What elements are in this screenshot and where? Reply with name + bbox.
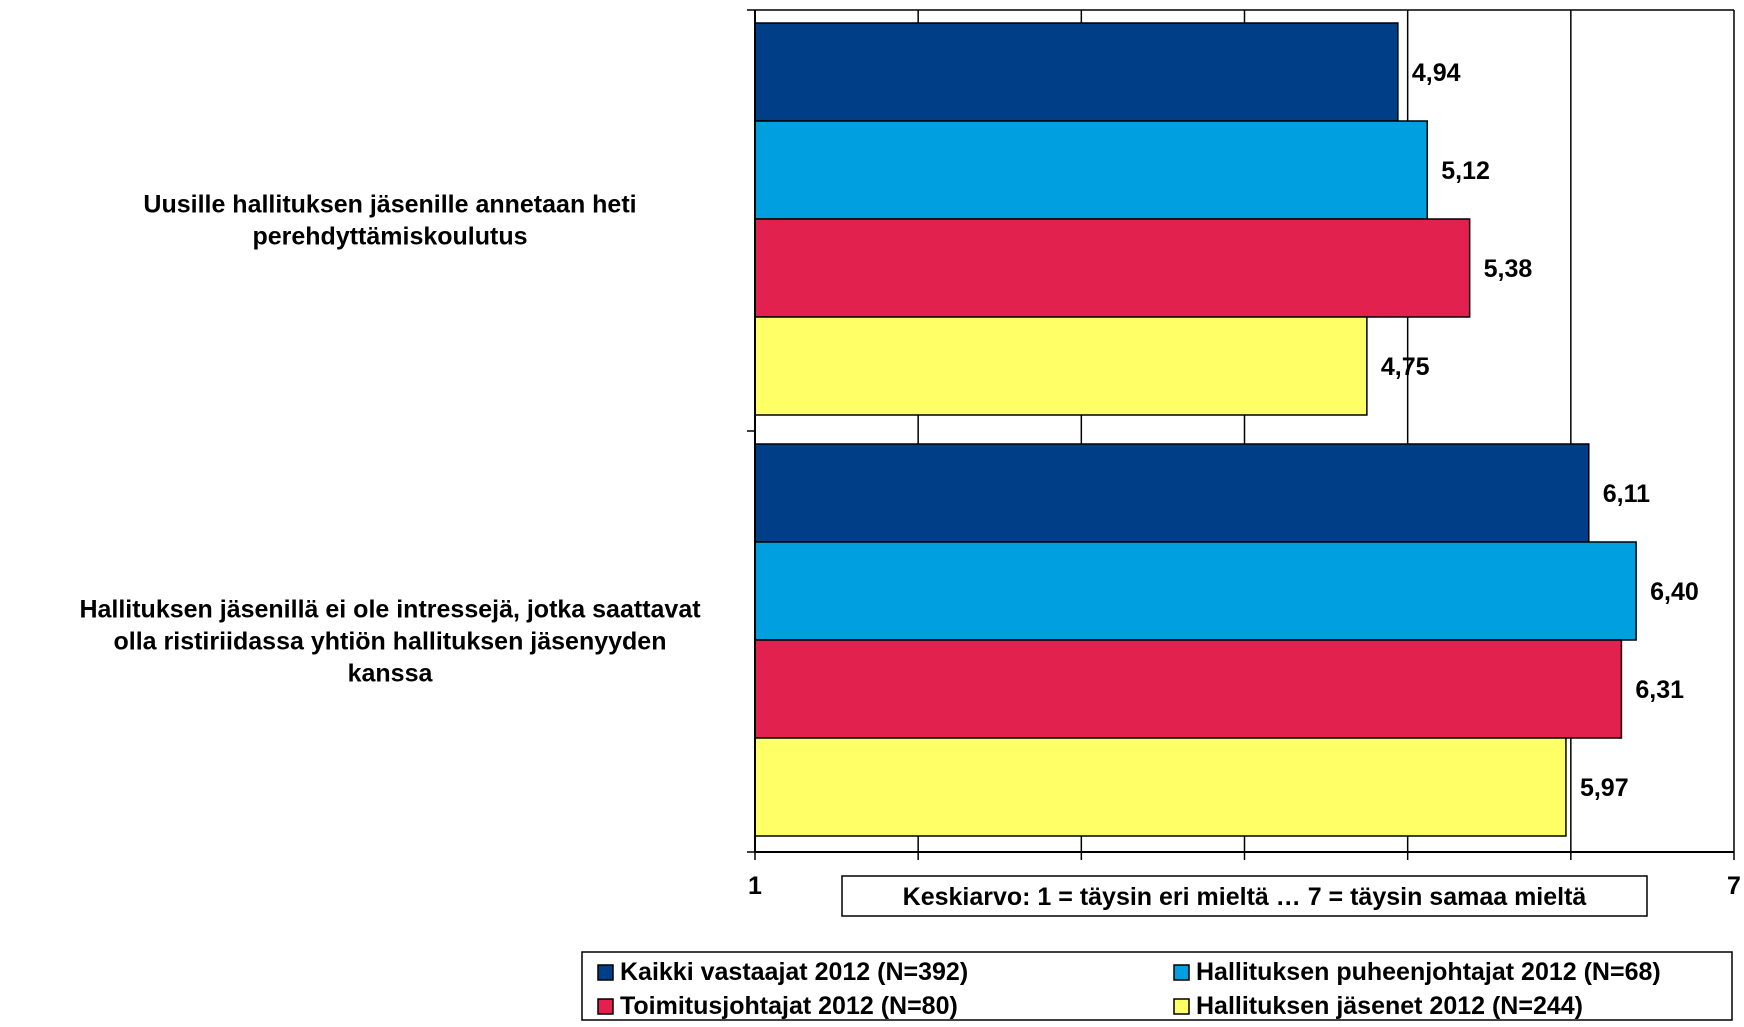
category-label-line: kanssa — [348, 660, 434, 688]
category-label: Hallituksen jäsenillä ei ole intressejä,… — [79, 596, 701, 688]
bar — [754, 22, 1399, 122]
bar — [754, 443, 1590, 543]
bar — [754, 120, 1428, 220]
category-labels: Uusille hallituksen jäsenille annetaan h… — [79, 191, 701, 688]
x-axis-title: Keskiarvo: 1 = täysin eri mieltä … 7 = t… — [903, 883, 1587, 911]
data-label: 6,40 — [1650, 578, 1699, 606]
legend-swatch — [597, 964, 614, 981]
legend-box — [581, 951, 1733, 1021]
category-label-line: perehdyttämiskoulutus — [252, 223, 527, 251]
data-label: 5,97 — [1580, 774, 1629, 802]
data-label: 5,12 — [1441, 157, 1490, 185]
category-label-line: olla ristiriidassa yhtiön hallituksen jä… — [114, 628, 667, 656]
data-label: 4,75 — [1381, 353, 1430, 381]
legend-entry: Toimitusjohtajat 2012 (N=80) — [620, 992, 958, 1020]
legend: Kaikki vastaajat 2012 (N=392) Hallituksen… — [581, 951, 1733, 1021]
bar — [754, 541, 1637, 641]
bar — [754, 316, 1368, 416]
bar — [754, 639, 1623, 739]
legend-entry: Hallituksen jäsenet 2012 (N=244) — [1196, 992, 1583, 1020]
category-label-line: Hallituksen jäsenillä ei ole intressejä,… — [79, 596, 701, 624]
legend-swatch — [1173, 998, 1190, 1015]
legend-entry: Hallituksen puheenjohtajat 2012 (N=68) — [1196, 958, 1661, 986]
data-label: 6,31 — [1635, 676, 1684, 704]
legend-swatch — [597, 998, 614, 1015]
legend-entry: Kaikki vastaajat 2012 (N=392) — [620, 958, 968, 986]
category-label-line: Uusille hallituksen jäsenille annetaan h… — [143, 191, 636, 219]
x-axis-title-box — [841, 875, 1648, 917]
data-label: 6,11 — [1603, 480, 1650, 508]
x-tick-label: 7 — [1727, 872, 1741, 900]
value-labels: 4,94 5,12 5,38 4,75 6,11 6,40 6,31 5,97 — [1381, 59, 1699, 802]
bar — [754, 737, 1567, 837]
legend-swatch — [1173, 964, 1190, 981]
data-label: 5,38 — [1484, 255, 1533, 283]
bar — [754, 218, 1471, 318]
x-axis-title: Keskiarvo: 1 = täysin eri mieltä … 7 = t… — [841, 875, 1648, 917]
category-label: Uusille hallituksen jäsenille annetaan h… — [143, 191, 636, 251]
x-tick-label: 1 — [748, 872, 762, 900]
data-label: 4,94 — [1412, 59, 1461, 87]
bars — [754, 22, 1637, 837]
